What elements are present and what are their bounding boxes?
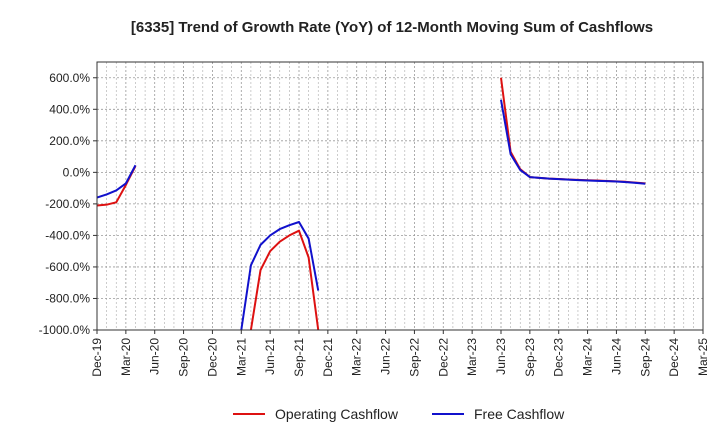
operating-cashflow-line-segment	[249, 229, 320, 330]
x-tick-label: Sep-21	[292, 338, 306, 377]
free-cashflow-line-segment	[240, 221, 320, 330]
grid	[96, 62, 704, 331]
x-tick-label: Mar-25	[696, 338, 710, 376]
x-tick-label: Mar-24	[581, 338, 595, 376]
y-tick-label: 200.0%	[49, 134, 90, 148]
legend: Operating Cashflow Free Cashflow	[233, 406, 565, 422]
y-tick-label: -1000.0%	[39, 323, 91, 337]
free-cashflow-line-segment	[97, 164, 137, 199]
y-tick-label: 600.0%	[49, 71, 90, 85]
y-tick-label: -200.0%	[45, 197, 90, 211]
x-axis: Dec-19 Mar-20 Jun-20 Sep-20 Dec-20 Mar-21 Jun-…	[90, 330, 710, 377]
chart-title: [6335] Trend of Growth Rate (YoY) of 12-…	[131, 19, 653, 36]
y-tick-label: -800.0%	[45, 291, 90, 305]
x-tick-label: Dec-19	[90, 338, 104, 377]
x-tick-label: Dec-23	[552, 338, 566, 377]
x-tick-label: Dec-21	[321, 338, 335, 377]
x-tick-label: Sep-20	[177, 338, 191, 377]
y-axis: 600.0% 400.0% 200.0% 0.0% -200.0% -400.0% -600…	[39, 71, 97, 337]
x-tick-label: Jun-23	[494, 338, 508, 375]
x-tick-label: Dec-22	[436, 338, 450, 377]
x-tick-label: Mar-23	[465, 338, 479, 376]
free-cashflow-line-segment	[500, 99, 646, 185]
series-lines	[97, 77, 646, 330]
x-tick-label: Jun-21	[263, 338, 277, 375]
y-tick-label: 400.0%	[49, 102, 90, 116]
x-tick-label: Jun-20	[148, 338, 162, 375]
x-tick-label: Sep-23	[523, 338, 537, 377]
x-tick-label: Sep-22	[407, 338, 421, 377]
x-tick-label: Sep-24	[638, 338, 652, 377]
legend-label: Free Cashflow	[474, 406, 565, 422]
x-tick-label: Mar-22	[350, 338, 364, 376]
y-tick-label: -400.0%	[45, 228, 90, 242]
legend-label: Operating Cashflow	[275, 406, 399, 422]
y-tick-label: 0.0%	[63, 165, 91, 179]
x-tick-label: Mar-20	[119, 338, 133, 376]
y-tick-label: -600.0%	[45, 260, 90, 274]
x-tick-label: Jun-22	[379, 338, 393, 375]
x-tick-label: Dec-24	[667, 338, 681, 377]
operating-cashflow-line-segment	[500, 77, 646, 185]
x-tick-label: Mar-21	[234, 338, 248, 376]
plot-area-frame	[96, 61, 704, 331]
x-tick-label: Jun-24	[609, 338, 623, 375]
x-tick-label: Dec-20	[205, 338, 219, 377]
